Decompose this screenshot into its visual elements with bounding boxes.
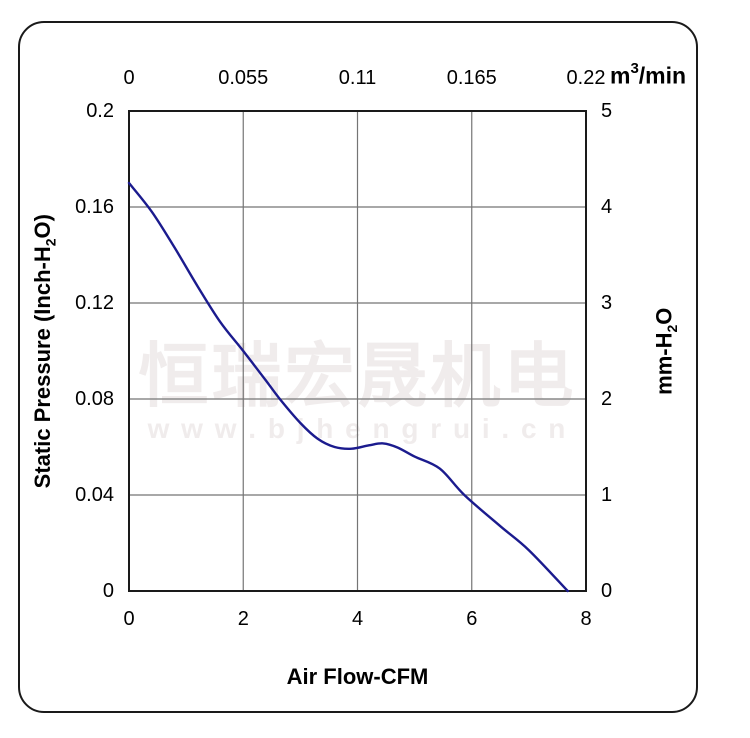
right-axis-tick: 0 (601, 580, 613, 602)
right-axis-tick: 4 (601, 196, 613, 218)
top-axis-tick: 0.055 (218, 67, 269, 89)
top-axis-tick: 0.22 (566, 67, 606, 89)
right-axis-tick: 1 (601, 484, 613, 506)
right-axis-tick: 2 (601, 388, 613, 410)
left-axis-tick: 0.2 (86, 100, 114, 122)
left-axis-tick: 0.04 (75, 484, 114, 506)
left-axis-tick: 0 (102, 580, 114, 602)
right-axis-title: mm-H2O (651, 307, 681, 395)
bottom-axis-tick: 2 (237, 608, 249, 630)
bottom-axis-tick: 6 (466, 608, 478, 630)
plot-border (128, 110, 587, 592)
top-axis-tick: 0.165 (446, 67, 497, 89)
left-axis-tick: 0.08 (75, 388, 114, 410)
bottom-axis-title: Air Flow-CFM (286, 664, 429, 689)
left-axis-tick: 0.16 (75, 196, 114, 218)
left-axis-title: Static Pressure (Inch-H2O) (29, 213, 59, 489)
top-axis-tick: 0 (123, 67, 135, 89)
left-axis-tick: 0.12 (75, 292, 114, 314)
top-axis-tick: 0.11 (338, 67, 377, 89)
right-axis-tick: 5 (601, 100, 613, 122)
bottom-axis-tick: 0 (123, 608, 135, 630)
bottom-axis-tick: 4 (351, 608, 364, 630)
top-axis-unit-label: m3/min (610, 60, 687, 89)
performance-curve (127, 181, 569, 593)
right-axis-tick: 3 (601, 292, 613, 314)
bottom-axis-tick: 8 (580, 608, 592, 630)
